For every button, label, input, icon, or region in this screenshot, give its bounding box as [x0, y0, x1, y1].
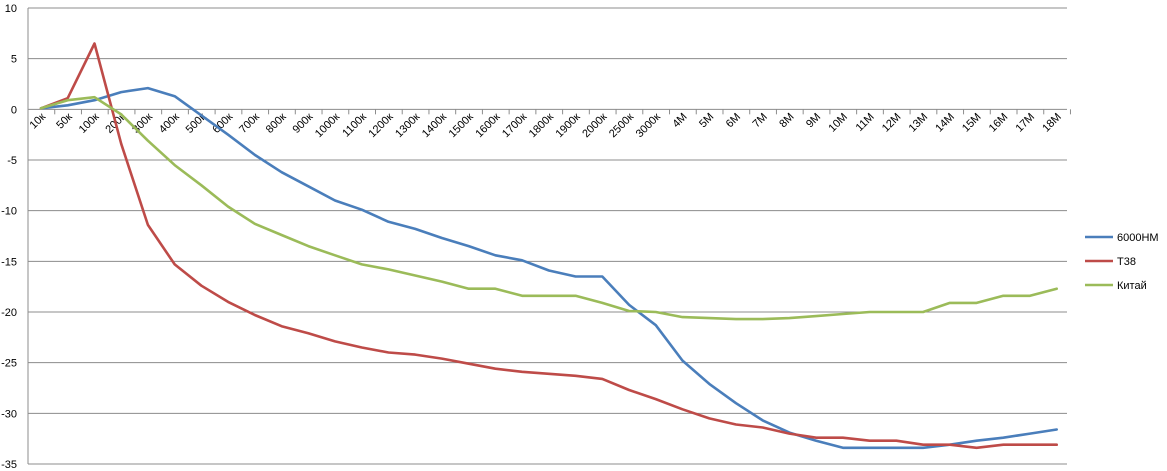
y-tick-label: 10: [5, 3, 17, 15]
x-tick-label: 11M: [854, 111, 877, 134]
x-tick-label: 1100к: [340, 111, 369, 140]
x-tick-label: 400к: [157, 111, 182, 136]
x-tick-label: 13M: [907, 111, 931, 135]
x-tick-label: 1200к: [366, 111, 395, 140]
legend: 6000HM T38 Китай: [1085, 232, 1159, 292]
x-tick-label: 1800к: [527, 111, 556, 140]
x-tick-label: 1700к: [500, 111, 529, 140]
x-tick-label: 6M: [724, 111, 743, 130]
y-tick-label: -25: [1, 358, 17, 370]
x-tick-label: 10M: [826, 111, 850, 135]
y-tick-label: -35: [1, 459, 17, 471]
x-tick-label: 50к: [54, 111, 75, 132]
y-tick-label: -10: [1, 206, 17, 218]
x-tick-label: 3000к: [634, 111, 663, 140]
x-tick-label: 2500к: [607, 111, 636, 140]
x-tick-label: 700к: [237, 111, 262, 136]
y-tick-label: -5: [7, 155, 17, 167]
axes: [27, 8, 1071, 464]
x-tick-label: 1500к: [447, 111, 476, 140]
y-tick-label: -15: [1, 256, 17, 268]
x-tick-label: 1000к: [313, 111, 342, 140]
x-tick-label: 500к: [184, 111, 209, 136]
x-tick-label: 2000к: [580, 111, 609, 140]
y-tick-labels: 10 5 0 -5 -10 -15 -20 -25 -30 -35: [1, 3, 17, 471]
series-line-1: [39, 86, 1058, 450]
x-tick-label: 1900к: [554, 111, 583, 140]
x-tick-label: 4M: [670, 111, 689, 130]
y-tick-label: -30: [1, 408, 17, 420]
legend-label: Китай: [1117, 280, 1147, 292]
series-line-3: [39, 95, 1058, 321]
x-tick-label: 9M: [804, 111, 823, 130]
x-tick-label: 1400к: [420, 111, 449, 140]
x-tick-label: 17M: [1014, 111, 1038, 135]
x-tick-label: 16M: [987, 111, 1011, 135]
legend-label: 6000HM: [1117, 232, 1159, 244]
x-tick-label: 1600к: [473, 111, 502, 140]
x-tick-label: 100к: [77, 111, 102, 136]
x-tick-label: 12M: [880, 111, 904, 135]
y-tick-label: -20: [1, 307, 17, 319]
y-tick-label: 5: [11, 54, 17, 66]
x-tick-labels: 10к 50к 100к 200к 300к 400к 500к 600к 700к 800к 90…: [28, 111, 1064, 140]
legend-label: T38: [1117, 256, 1136, 268]
x-tick-label: 18M: [1040, 111, 1064, 135]
y-tick-label: 0: [11, 104, 17, 116]
x-tick-label: 14M: [933, 111, 957, 135]
x-tick-label: 8M: [777, 111, 796, 130]
x-tick-label: 1300к: [393, 111, 422, 140]
series-line-2: [39, 42, 1058, 450]
series-lines: [39, 42, 1058, 450]
grid-lines: [28, 7, 1067, 465]
x-tick-label: 15M: [960, 111, 984, 135]
x-tick-label: 5M: [697, 111, 716, 130]
x-tick-label: 300к: [130, 111, 155, 136]
x-tick-label: 10к: [28, 111, 49, 132]
x-tick-label: 900к: [291, 111, 316, 136]
x-tick-label: 800к: [264, 111, 289, 136]
x-tick-label: 7M: [751, 111, 770, 130]
